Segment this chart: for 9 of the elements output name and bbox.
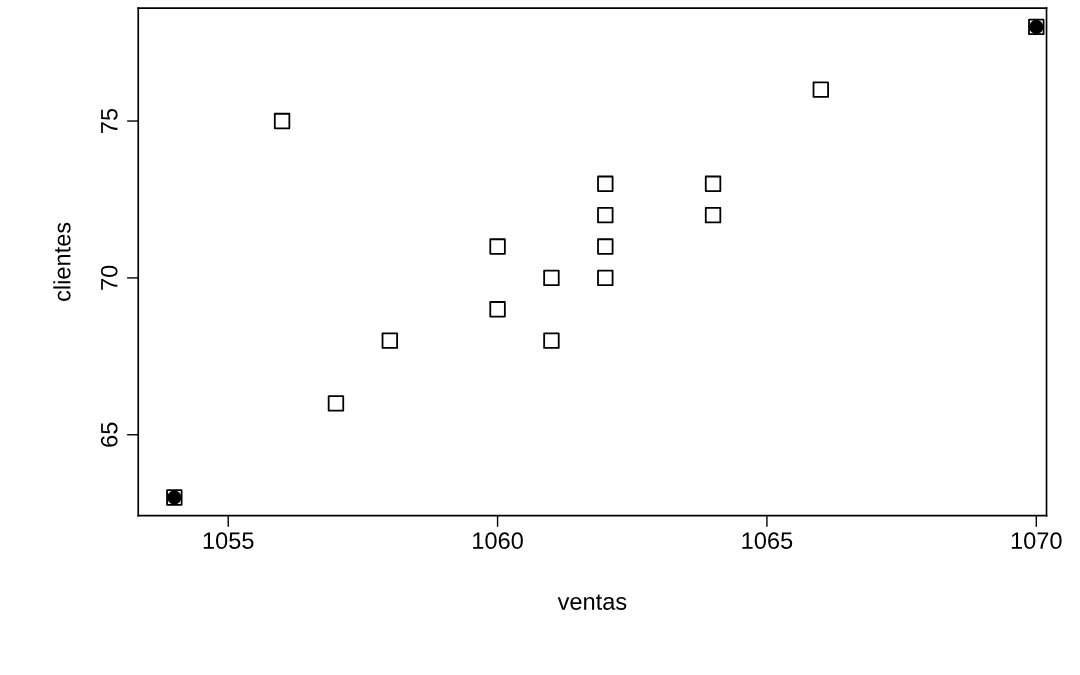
y-axis-title: clientes	[53, 222, 71, 301]
x-tick-label: 1060	[473, 532, 523, 550]
y-tick-label: 70	[100, 265, 118, 290]
x-tick-label: 1055	[203, 532, 254, 550]
y-tick-label: 75	[101, 108, 118, 133]
x-tick-label: 1065	[742, 532, 793, 550]
y-tick-label: 65	[100, 422, 118, 447]
x-tick-label: 1070	[1011, 532, 1062, 550]
x-axis-title: ventas	[557, 594, 627, 610]
